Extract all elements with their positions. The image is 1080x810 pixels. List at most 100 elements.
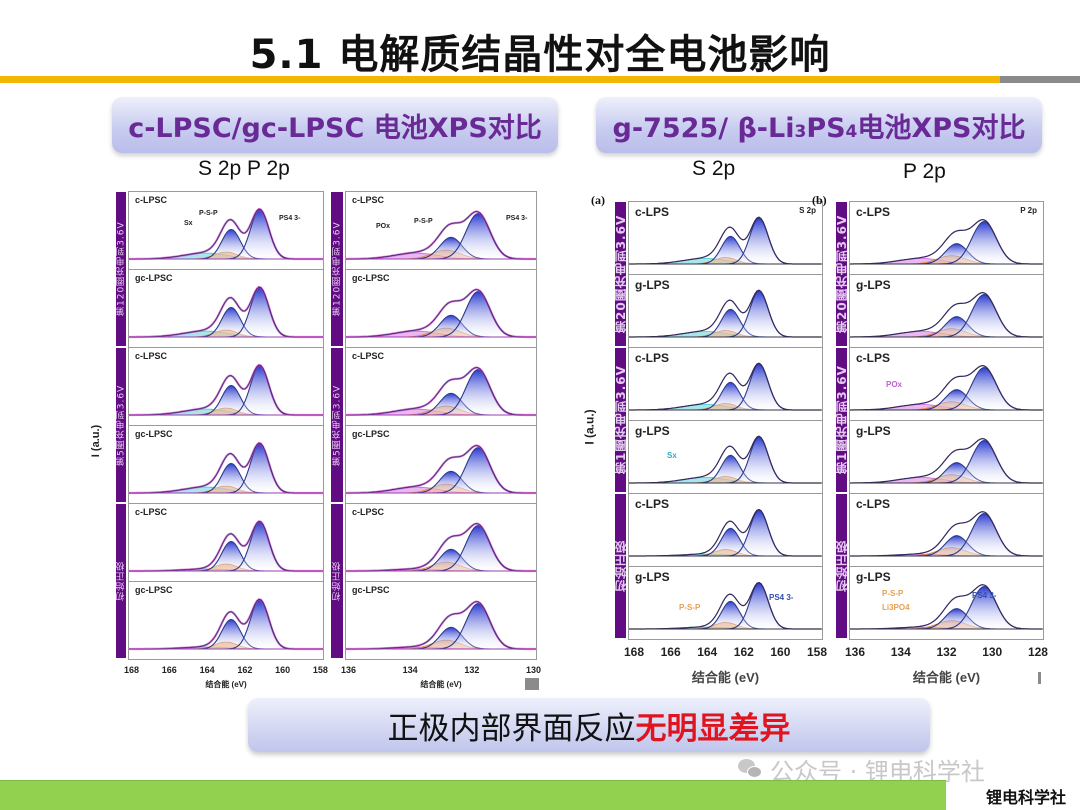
xps-figure-1: 第20圈充电到3.6V c-LPS P 2p g-LPS 第1圈充电到3.6V c-…: [835, 201, 1046, 641]
xps-spectrum-panel: c-LPSC: [345, 503, 537, 582]
condition-strip: 第20圈充电到3.6V: [835, 202, 849, 346]
xps-spectrum-panel: g-LPS: [628, 274, 823, 348]
xps-spectrum-panel: g-LPS: [849, 274, 1044, 348]
sample-label: c-LPS: [856, 351, 891, 365]
conclusion-banner: 正极内部界面反应 无明显差异: [248, 698, 930, 752]
sample-label: c-LPS: [856, 497, 891, 511]
sample-label: c-LPSC: [352, 195, 385, 205]
x-tick: 168: [124, 665, 140, 675]
peak-annotation: PS4 3-: [279, 215, 301, 222]
x-tick: 158: [312, 665, 328, 675]
xps-spectrum-panel: c-LPS: [849, 493, 1044, 567]
x-tick: 166: [161, 665, 177, 675]
xps-spectrum-panel: g-LPS: [849, 420, 1044, 494]
x-tick: 134: [402, 665, 418, 675]
sample-label: c-LPSC: [135, 195, 168, 205]
xps-spectrum-panel: c-LPSC: [128, 347, 324, 426]
spectrum-region-label: S 2p: [799, 206, 816, 215]
xps-spectrum-panel: c-LPSC POx P-S-P PS4 3-: [345, 191, 537, 270]
xps-spectrum-panel: gc-LPSC: [128, 425, 324, 504]
sample-label: c-LPSC: [352, 507, 385, 517]
xps-spectrum-panel: c-LPS POx: [849, 347, 1044, 421]
condition-strip: 初始正极: [331, 504, 343, 658]
peak-annotation: P-S-P: [199, 210, 218, 217]
x-axis-title: 结合能 (eV): [420, 680, 462, 689]
x-axis-title: 结合能 (eV): [912, 670, 981, 685]
xps-figure-0: 第120圈充电到3.6V c-LPSC Sx P-S-P PS4 3- gc-LPSC…: [116, 191, 326, 661]
xps-spectrum-panel: c-LPS P 2p: [849, 201, 1044, 275]
sample-label: c-LPS: [635, 497, 670, 511]
right-section-header-text: g-7525/ β-Li3PS4电池XPS对比: [612, 112, 1026, 144]
xps-spectrum-panel: g-LPS Sx: [628, 420, 823, 494]
x-tick: 166: [660, 645, 681, 659]
condition-strip: 第1圈充电到3.6V: [614, 348, 628, 492]
sample-label: c-LPS: [635, 205, 670, 219]
wechat-icon: [738, 758, 764, 781]
footer-bar: [0, 780, 946, 810]
sample-label: g-LPS: [856, 424, 891, 438]
footer-brand: 锂电科学社: [985, 788, 1066, 807]
x-tick: 132: [464, 665, 480, 675]
sample-label: c-LPSC: [135, 507, 168, 517]
xps-spectrum-panel: c-LPSC: [128, 503, 324, 582]
peak-annotation: PS4 3-: [506, 215, 528, 222]
panel-letter: (a): [591, 193, 605, 207]
right-sub-label-s2p: S 2p: [692, 157, 736, 180]
x-tick: 134: [890, 645, 911, 659]
sample-label: g-LPS: [635, 278, 670, 292]
condition-strip: 第5圈充电到3.6V: [331, 348, 343, 502]
peak-annotation: PS4 3-: [972, 591, 997, 600]
conclusion-text: 正极内部界面反应: [387, 710, 636, 747]
figure-marker: [525, 678, 539, 690]
x-axis-ticks: 168 166 164 162 160 158: [624, 645, 827, 659]
x-tick: 128: [1027, 645, 1048, 659]
peak-annotation: POx: [886, 380, 903, 389]
condition-strip: 第1圈充电到3.6V: [835, 348, 849, 492]
sample-label: gc-LPSC: [135, 585, 173, 595]
peak-annotation: P-S-P: [414, 218, 433, 225]
xps-spectrum-panel: g-LPS P-S-P PS4 3-: [628, 566, 823, 640]
condition-strip: 初始正极: [614, 494, 628, 638]
x-axis-ticks: 168 166 164 162 160 158: [124, 665, 328, 675]
peak-annotation: Li3PO4: [882, 603, 910, 612]
sample-label: gc-LPSC: [352, 429, 390, 439]
x-axis-ticks: 136 134 132 130: [341, 665, 541, 675]
xps-spectrum-panel: c-LPS: [628, 347, 823, 421]
x-tick: 164: [697, 645, 718, 659]
left-section-header-text: c-LPSC/gc-LPSC 电池XPS对比: [128, 112, 542, 144]
right-y-axis-title: I (a.u.): [582, 409, 597, 445]
sample-label: c-LPS: [635, 351, 670, 365]
peak-annotation: POx: [376, 223, 391, 230]
x-axis-title: 结合能 (eV): [205, 680, 247, 689]
xps-spectrum-panel: g-LPS P-S-P Li3PO4 PS4 3-: [849, 566, 1044, 640]
x-tick: 136: [845, 645, 866, 659]
x-axis-ticks: 136 134 132 130 128: [845, 645, 1048, 659]
condition-strip: 第120圈充电到3.6V: [331, 192, 343, 346]
left-sub-label: S 2p P 2p: [198, 157, 290, 180]
xps-spectrum-panel: gc-LPSC: [345, 269, 537, 348]
peak-annotation: P-S-P: [679, 603, 701, 612]
condition-strip: 第5圈充电到3.6V: [116, 348, 127, 502]
sample-label: c-LPS: [856, 205, 891, 219]
x-axis-title: 结合能 (eV): [691, 670, 760, 685]
x-tick: 130: [525, 665, 541, 675]
x-tick: 168: [624, 645, 645, 659]
sample-label: g-LPS: [635, 570, 670, 584]
xps-spectrum-panel: c-LPSC: [345, 347, 537, 426]
xps-spectrum-panel: gc-LPSC: [345, 581, 537, 660]
x-tick: 132: [936, 645, 957, 659]
left-y-axis-title: I (a.u.): [90, 424, 103, 458]
condition-strip: 初始正极: [835, 494, 849, 638]
figure-marker-right: [1038, 672, 1041, 684]
x-tick: 162: [237, 665, 253, 675]
title-underline: [0, 76, 1000, 83]
spectrum-region-label: P 2p: [1020, 206, 1037, 215]
xps-spectrum-panel: gc-LPSC: [128, 269, 324, 348]
peak-annotation: PS4 3-: [769, 593, 794, 602]
sample-label: g-LPS: [856, 278, 891, 292]
sample-label: c-LPSC: [135, 351, 168, 361]
xps-spectrum-panel: c-LPS S 2p: [628, 201, 823, 275]
xps-spectrum-panel: c-LPS: [628, 493, 823, 567]
panel-letter: (b): [812, 193, 827, 207]
peak-annotation: P-S-P: [882, 589, 904, 598]
